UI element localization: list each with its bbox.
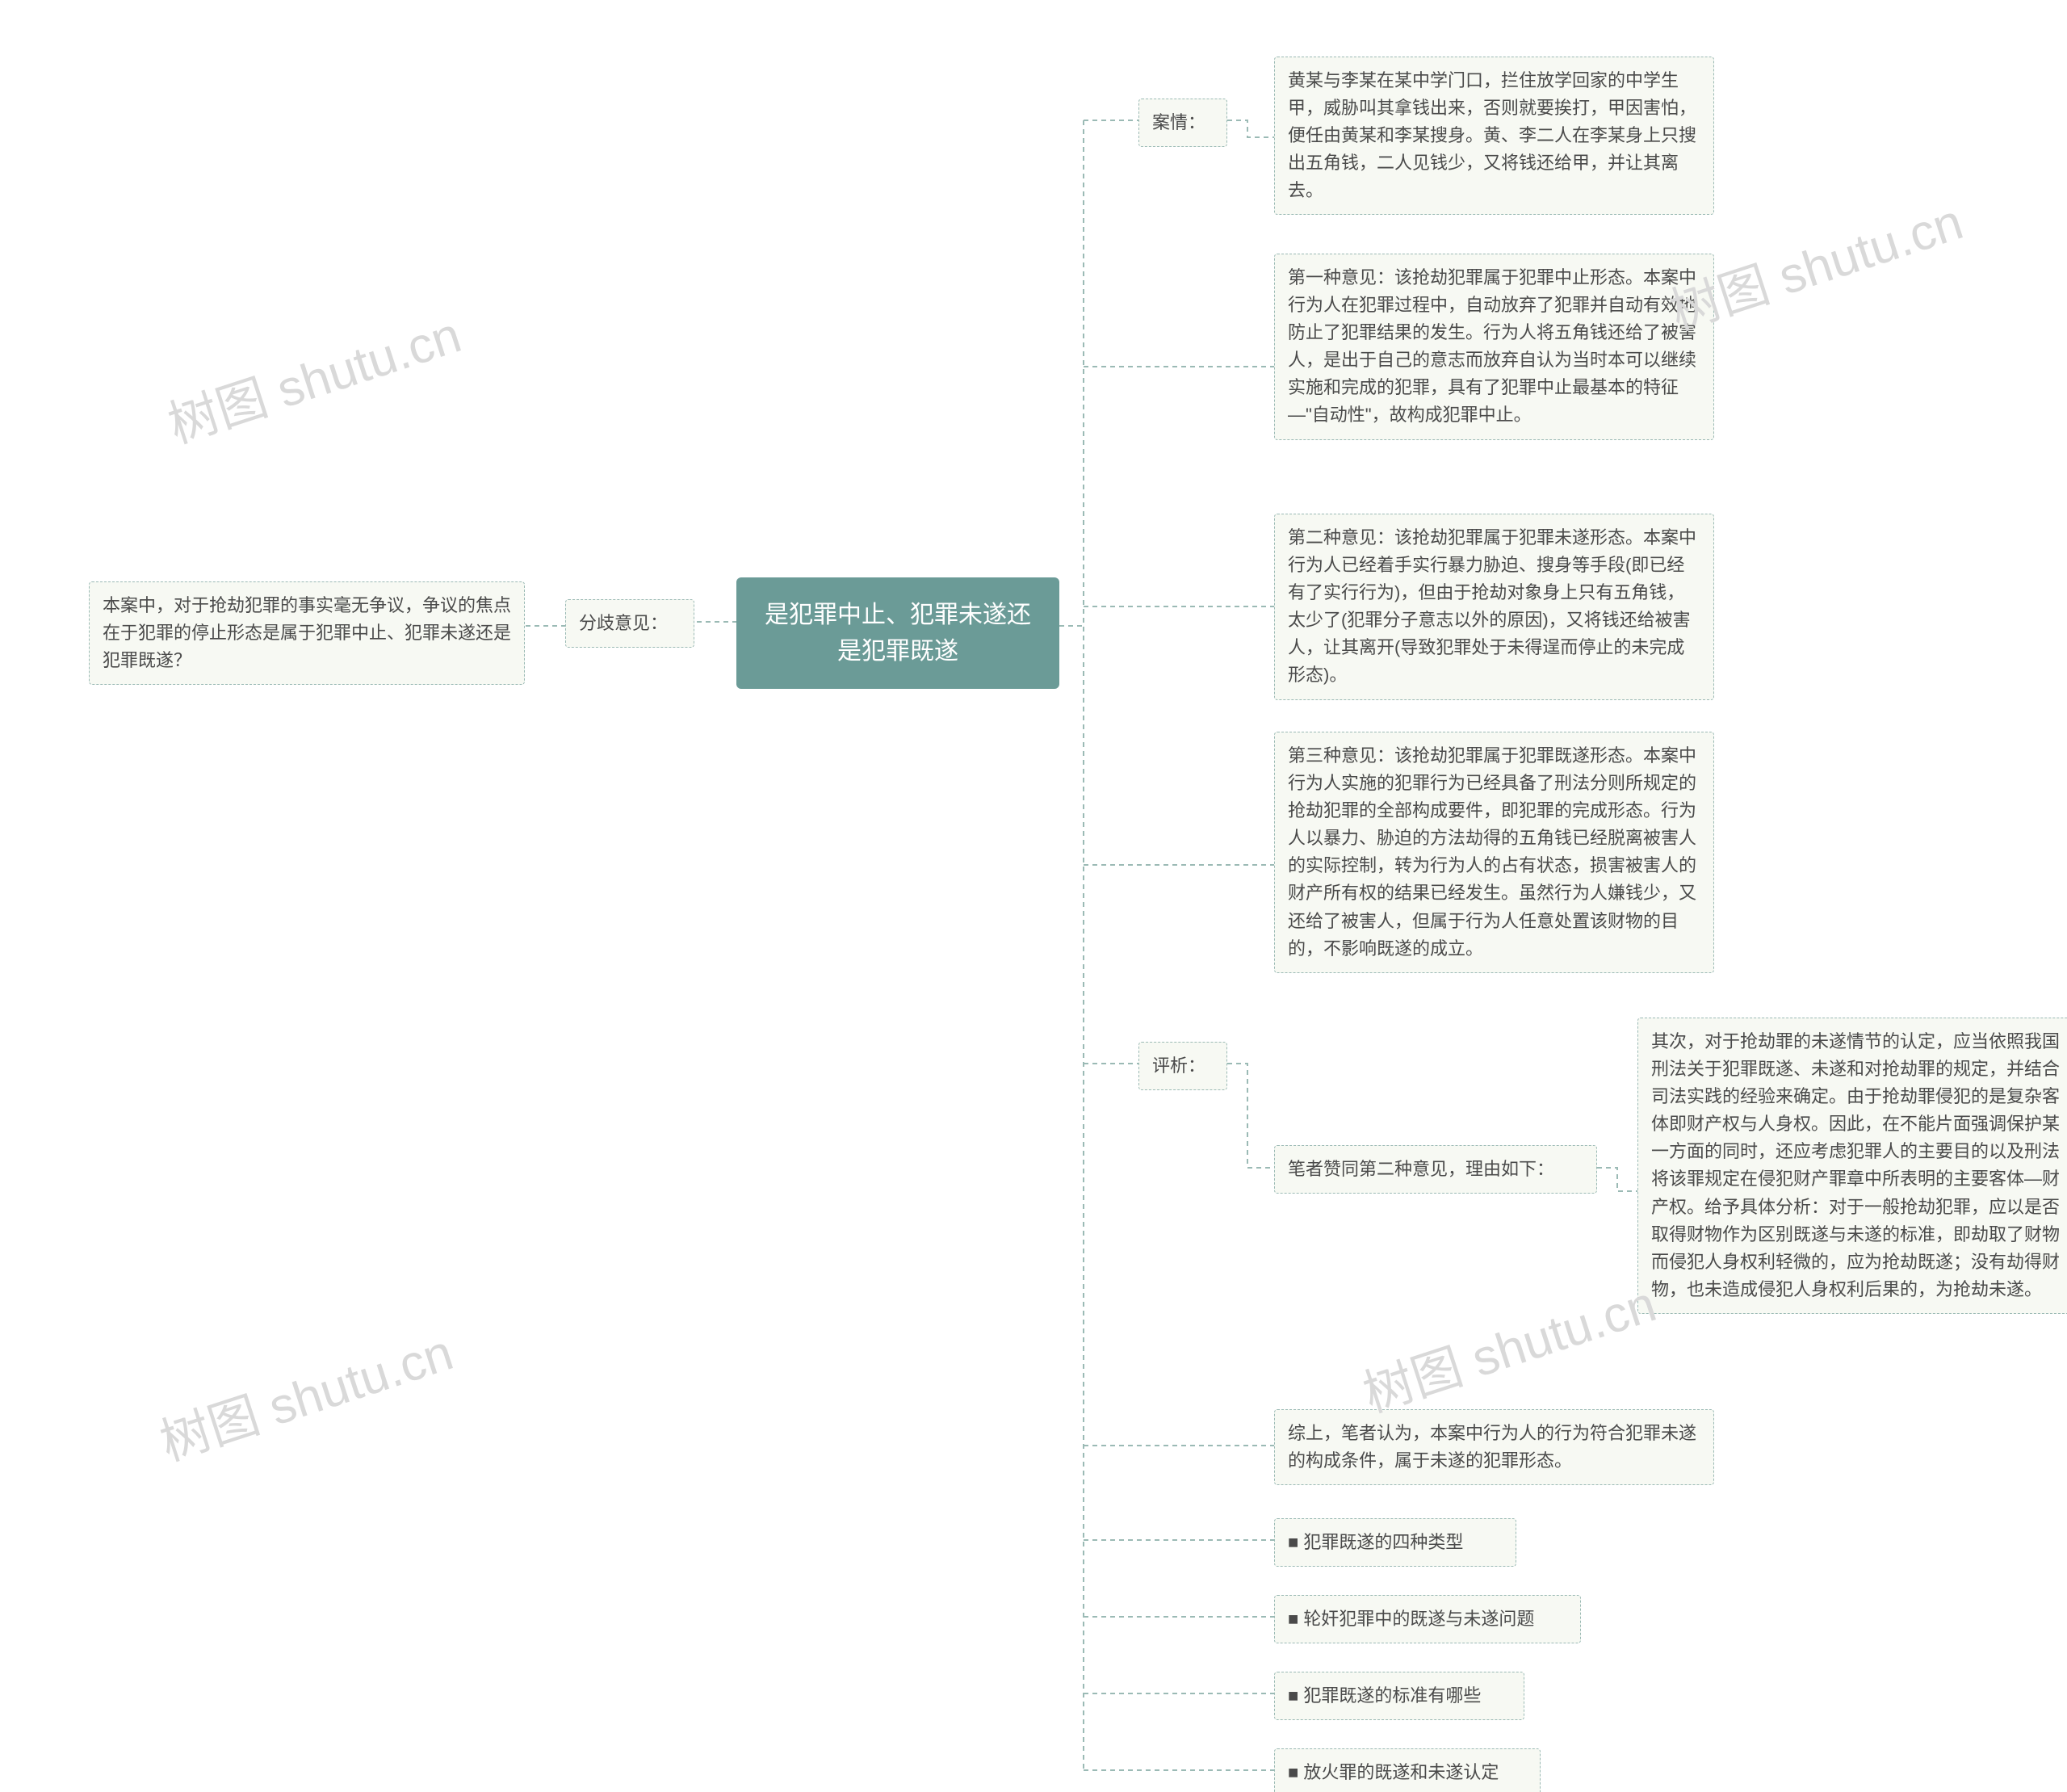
analysis-detail-text: 其次，对于抢劫罪的未遂情节的认定，应当依照我国刑法关于犯罪既遂、未遂和对抢劫罪的…	[1651, 1031, 2060, 1299]
dispute-detail-node: 本案中，对于抢劫犯罪的事实毫无争议，争议的焦点在于犯罪的停止形态是属于犯罪中止、…	[89, 581, 525, 685]
link1-text: ■ 犯罪既遂的四种类型	[1288, 1532, 1463, 1552]
conclusion-text: 综上，笔者认为，本案中行为人的行为符合犯罪未遂的构成条件，属于未遂的犯罪形态。	[1288, 1423, 1696, 1471]
opinion3-node: 第三种意见：该抢劫犯罪属于犯罪既遂形态。本案中行为人实施的犯罪行为已经具备了刑法…	[1274, 732, 1714, 973]
root-line2: 是犯罪既遂	[837, 638, 958, 665]
link3-node: ■ 犯罪既遂的标准有哪些	[1274, 1672, 1524, 1720]
opinion3-text: 第三种意见：该抢劫犯罪属于犯罪既遂形态。本案中行为人实施的犯罪行为已经具备了刑法…	[1288, 745, 1696, 959]
link2-text: ■ 轮奸犯罪中的既遂与未遂问题	[1288, 1609, 1534, 1629]
watermark: 树图 shutu.cn	[149, 1311, 460, 1475]
dispute-label-text: 分歧意见：	[579, 613, 668, 633]
author-agree-node: 笔者赞同第二种意见，理由如下：	[1274, 1145, 1597, 1194]
dispute-label-node: 分歧意见：	[565, 599, 694, 648]
watermark: 树图 shutu.cn	[157, 294, 468, 457]
opinion1-text: 第一种意见：该抢劫犯罪属于犯罪中止形态。本案中行为人在犯罪过程中，自动放弃了犯罪…	[1288, 267, 1696, 425]
case-label-text: 案情：	[1152, 112, 1205, 132]
opinion1-node: 第一种意见：该抢劫犯罪属于犯罪中止形态。本案中行为人在犯罪过程中，自动放弃了犯罪…	[1274, 254, 1714, 440]
opinion2-node: 第二种意见：该抢劫犯罪属于犯罪未遂形态。本案中行为人已经着手实行暴力胁迫、搜身等…	[1274, 514, 1714, 700]
opinion2-text: 第二种意见：该抢劫犯罪属于犯罪未遂形态。本案中行为人已经着手实行暴力胁迫、搜身等…	[1288, 527, 1696, 685]
root-line1: 是犯罪中止、犯罪未遂还	[765, 602, 1031, 628]
link2-node: ■ 轮奸犯罪中的既遂与未遂问题	[1274, 1595, 1581, 1643]
link1-node: ■ 犯罪既遂的四种类型	[1274, 1518, 1516, 1567]
case-detail-node: 黄某与李某在某中学门口，拦住放学回家的中学生甲，威胁叫其拿钱出来，否则就要挨打，…	[1274, 57, 1714, 215]
link3-text: ■ 犯罪既遂的标准有哪些	[1288, 1685, 1481, 1706]
watermark-text: 树图 shutu.cn	[162, 307, 468, 454]
case-label-node: 案情：	[1138, 99, 1227, 147]
link4-node: ■ 放火罪的既遂和未遂认定	[1274, 1748, 1541, 1792]
link4-text: ■ 放火罪的既遂和未遂认定	[1288, 1762, 1499, 1782]
case-detail-text: 黄某与李某在某中学门口，拦住放学回家的中学生甲，威胁叫其拿钱出来，否则就要挨打，…	[1288, 70, 1696, 200]
conclusion-node: 综上，笔者认为，本案中行为人的行为符合犯罪未遂的构成条件，属于未遂的犯罪形态。	[1274, 1409, 1714, 1485]
analysis-label-text: 评析：	[1152, 1055, 1205, 1076]
watermark-text: 树图 shutu.cn	[154, 1324, 460, 1471]
watermark: 树图 shutu.cn	[1352, 1263, 1663, 1426]
watermark-text: 树图 shutu.cn	[1357, 1276, 1663, 1423]
root-node: 是犯罪中止、犯罪未遂还 是犯罪既遂	[736, 577, 1059, 689]
connector-layer	[0, 0, 2067, 1792]
author-agree-text: 笔者赞同第二种意见，理由如下：	[1288, 1159, 1554, 1179]
analysis-detail-node: 其次，对于抢劫罪的未遂情节的认定，应当依照我国刑法关于犯罪既遂、未遂和对抢劫罪的…	[1637, 1018, 2067, 1314]
analysis-label-node: 评析：	[1138, 1042, 1227, 1090]
dispute-detail-text: 本案中，对于抢劫犯罪的事实毫无争议，争议的焦点在于犯罪的停止形态是属于犯罪中止、…	[103, 595, 511, 670]
